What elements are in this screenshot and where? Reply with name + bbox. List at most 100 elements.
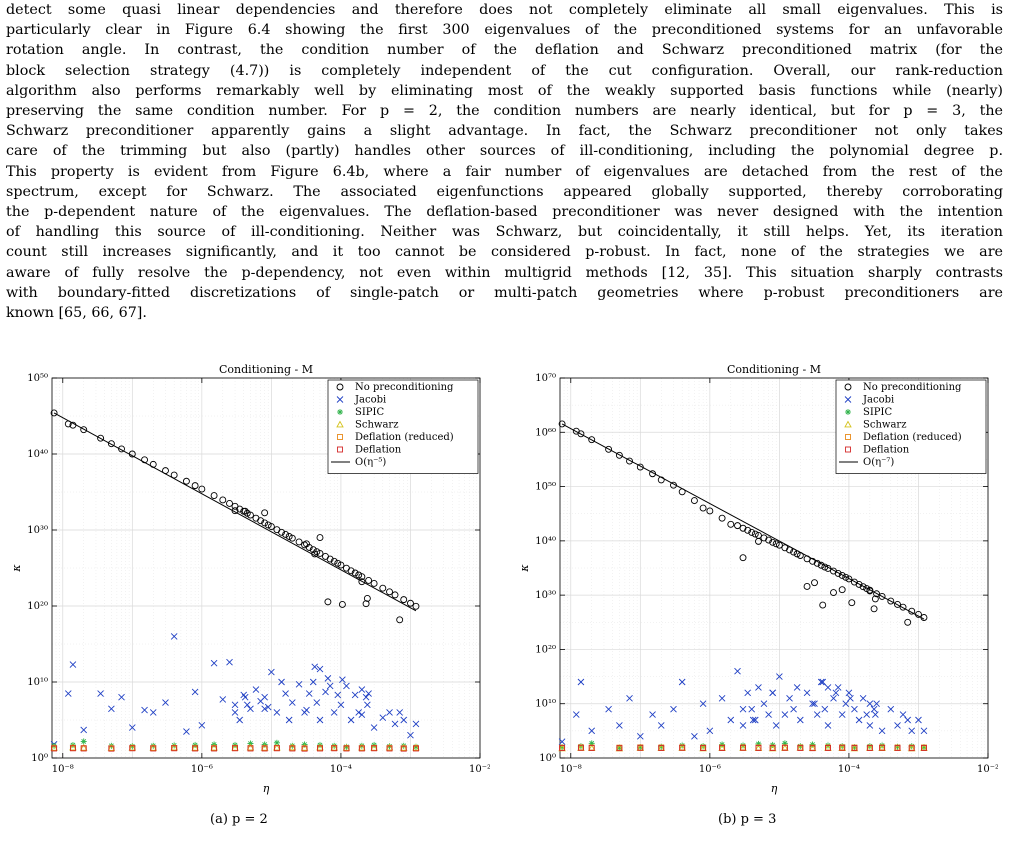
legend-label: Deflation (reduced) (355, 432, 454, 443)
data-point (739, 554, 747, 562)
x-stroke (830, 694, 837, 702)
data-point (811, 579, 818, 587)
x-stroke (343, 682, 350, 690)
data-point (316, 743, 324, 751)
paragraph-line: spectrum, except for Schwarz. The associ… (6, 183, 1003, 200)
data-point (887, 705, 895, 713)
x-stroke (866, 722, 874, 729)
data-point (803, 582, 811, 590)
data-point (69, 661, 77, 668)
legend-label: SIPIC (355, 407, 384, 418)
paragraph-line: particularly clear in Figure 6.4 showing… (6, 22, 1003, 39)
data-point (108, 745, 115, 752)
paragraph-line: detect some quasi linear dependencies an… (6, 2, 1003, 18)
x-stroke (412, 720, 420, 728)
data-point (797, 745, 804, 751)
x-stroke (769, 689, 776, 697)
legend-label: Deflation (355, 445, 402, 456)
data-point (870, 705, 878, 713)
data-point (412, 720, 420, 728)
data-point (819, 678, 827, 686)
x-stroke (316, 665, 324, 673)
legend-label: Schwarz (863, 420, 906, 431)
x-stroke (887, 705, 895, 713)
data-point (364, 701, 371, 709)
data-point (781, 744, 788, 751)
data-point (399, 743, 408, 751)
data-point (343, 682, 350, 690)
figure-b-chart: 10⁻⁸ 10⁻⁶ 10⁻⁴ 10⁻² 10⁰ 10¹⁰ 10²⁰ 10³⁰ 10⁴⁰ 10⁵⁰ 1… (518, 360, 998, 800)
data-point (330, 709, 338, 716)
data-point (842, 573, 850, 581)
data-point (210, 492, 218, 500)
data-point (268, 668, 275, 676)
x-stroke (657, 722, 665, 729)
data-point (261, 519, 269, 527)
x-stroke (355, 709, 362, 716)
legend-marker (336, 420, 344, 428)
x-stroke (141, 706, 148, 714)
data-point (278, 528, 285, 536)
data-point (316, 534, 324, 542)
data-point (855, 581, 863, 588)
data-point (824, 722, 832, 729)
plot-frame (559, 377, 989, 759)
data-point (358, 686, 366, 693)
x-stroke (649, 711, 656, 718)
x-tick-label: 10⁻⁸ (560, 764, 582, 775)
data-point (149, 460, 157, 468)
data-point (866, 745, 873, 751)
data-point (338, 600, 346, 608)
data-point (219, 696, 227, 703)
data-point (303, 706, 310, 714)
legend-label: No preconditioning (863, 382, 962, 393)
legend-label: Deflation (863, 445, 910, 456)
data-point (748, 528, 756, 536)
x-stroke (832, 689, 840, 697)
data-point (210, 659, 218, 667)
data-point (108, 705, 115, 713)
x-stroke (772, 722, 780, 729)
data-point (285, 716, 293, 724)
chart-title: Conditioning - M (727, 363, 821, 376)
data-point (765, 536, 773, 544)
data-point (226, 658, 233, 666)
x-stroke (781, 711, 789, 718)
data-point (830, 589, 837, 597)
fit-line (53, 412, 417, 612)
data-point (355, 709, 362, 716)
legend-label: O(η⁻⁷) (863, 457, 894, 468)
paragraph-line: the p-dependent nature of the eigenvalue… (6, 204, 1003, 221)
data-point (744, 526, 752, 534)
data-point (809, 700, 816, 708)
x-stroke (626, 694, 633, 702)
data-point (386, 745, 393, 752)
data-point (879, 744, 886, 751)
data-point (289, 699, 296, 706)
x-stroke (859, 694, 867, 702)
x-stroke (691, 732, 698, 740)
x-stroke (844, 396, 852, 403)
data-point (324, 675, 332, 682)
data-point (834, 684, 842, 691)
data-point (811, 700, 818, 708)
data-point (727, 716, 735, 724)
data-point (316, 665, 324, 673)
data-point (699, 504, 707, 512)
data-point (819, 601, 827, 609)
data-point (760, 700, 768, 708)
x-stroke (878, 727, 886, 735)
data-point (334, 691, 342, 699)
data-point (379, 714, 387, 722)
x-stroke (797, 716, 804, 724)
data-point (678, 678, 686, 686)
legend-marker (845, 446, 851, 453)
data-point (198, 485, 206, 493)
x-stroke (391, 720, 399, 728)
data-point (821, 563, 829, 571)
data-point (605, 705, 612, 713)
data-point (796, 552, 804, 559)
x-stroke (231, 709, 239, 716)
data-point (162, 699, 169, 706)
x-stroke (588, 727, 596, 735)
